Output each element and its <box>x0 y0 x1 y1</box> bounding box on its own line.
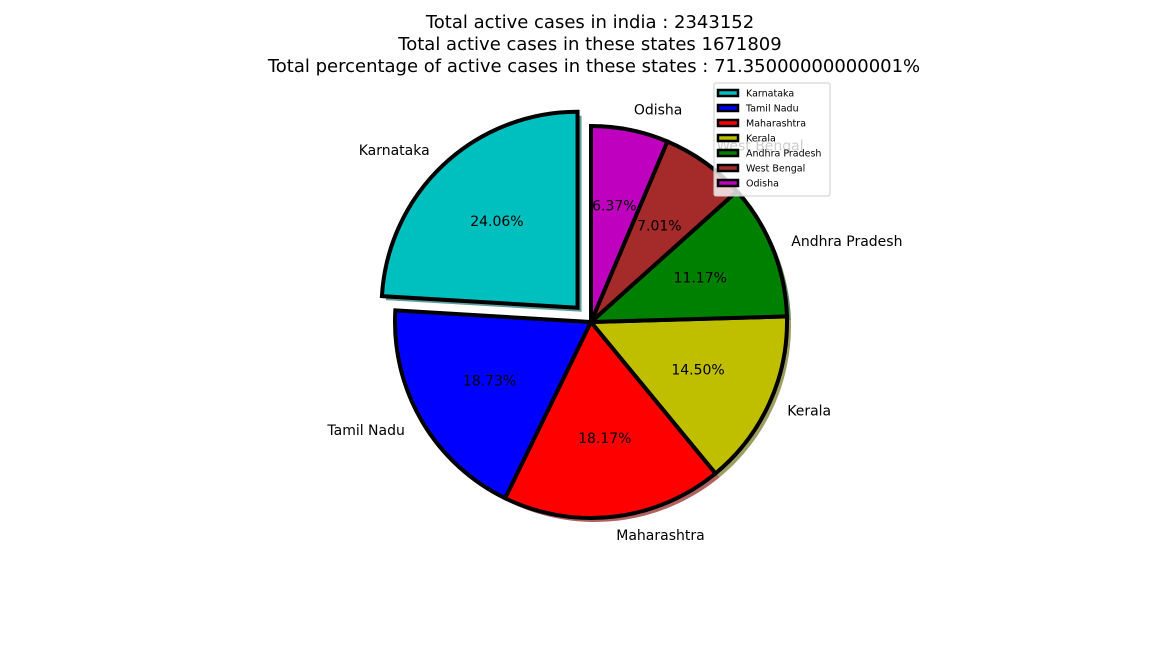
slice-kerala <box>586 314 789 477</box>
legend-label-odisha: Odisha <box>746 179 779 190</box>
legend-label-andhra-pradesh: Andhra Pradesh <box>746 149 821 160</box>
slice-tamil-nadu <box>393 308 595 501</box>
slice-percent-kerala: 14.50% <box>671 363 724 379</box>
slice-label-maharashtra: Maharashtra <box>616 528 704 544</box>
pie-slices <box>379 109 789 520</box>
slice-maharashtra <box>502 318 719 520</box>
legend-label-kerala: Kerala <box>746 134 776 145</box>
slice-label-tamil-nadu: Tamil Nadu <box>326 423 405 439</box>
slice-label-odisha: Odisha <box>634 103 683 119</box>
legend-label-maharashtra: Maharashtra <box>746 119 806 130</box>
legend-label-karnataka: Karnataka <box>746 89 794 100</box>
slice-percent-andhra-pradesh: 11.17% <box>674 270 727 286</box>
legend-swatch-west-bengal <box>716 163 740 173</box>
legend-swatch-andhra-pradesh <box>716 148 740 158</box>
slice-karnataka <box>379 109 580 310</box>
slice-percent-odisha: 6.37% <box>592 199 636 215</box>
legend: Karnataka Tamil Nadu Maharashtra Kerala Andh… <box>713 82 831 197</box>
slice-percent-maharashtra: 18.17% <box>578 431 631 447</box>
chart-title-line-1: Total active cases in india : 2343152 <box>425 12 754 33</box>
legend-frame <box>713 82 831 197</box>
legend-label-tamil-nadu: Tamil Nadu <box>745 104 799 115</box>
legend-swatch-karnataka <box>716 88 740 98</box>
slice-odisha <box>589 123 670 323</box>
slice-percent-west-bengal: 7.01% <box>637 218 681 234</box>
slice-label-andhra-pradesh: Andhra Pradesh <box>791 234 902 250</box>
legend-swatch-maharashtra <box>716 118 740 128</box>
chart-title-line-3: Total percentage of active cases in thes… <box>267 56 920 77</box>
legend-swatch-tamil-nadu <box>716 103 740 113</box>
slice-percent-tamil-nadu: 18.73% <box>463 373 516 389</box>
legend-swatch-odisha <box>716 178 740 188</box>
slice-label-karnataka: Karnataka <box>359 143 430 159</box>
slice-label-kerala: Kerala <box>787 403 831 419</box>
slice-percent-karnataka: 24.06% <box>470 214 523 230</box>
chart-title-line-2: Total active cases in these states 16718… <box>397 34 781 55</box>
legend-swatch-kerala <box>716 133 740 143</box>
chart-title: Total active cases in india : 2343152 To… <box>267 12 920 77</box>
slice-andhra-pradesh <box>585 188 789 325</box>
legend-label-west-bengal: West Bengal <box>746 164 805 175</box>
